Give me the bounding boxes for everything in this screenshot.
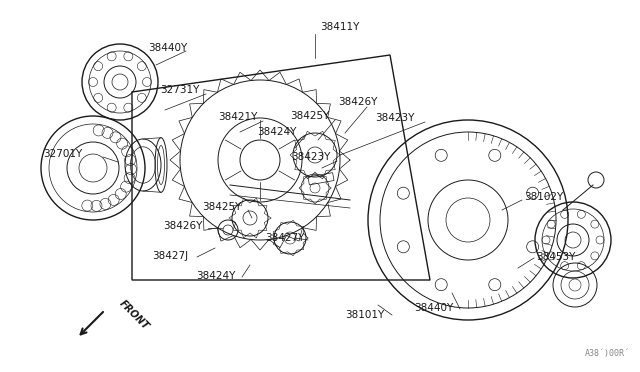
Text: 38424Y: 38424Y	[257, 127, 296, 137]
Text: 38440Y: 38440Y	[414, 303, 453, 313]
Text: 38425Y: 38425Y	[202, 202, 241, 212]
Text: 38421Y: 38421Y	[218, 112, 257, 122]
Text: 38426Y: 38426Y	[163, 221, 202, 231]
Text: 38102Y: 38102Y	[524, 192, 563, 202]
Text: 38424Y: 38424Y	[196, 271, 236, 281]
Text: 38411Y: 38411Y	[320, 22, 360, 32]
Text: 32731Y: 32731Y	[160, 85, 200, 95]
Text: 38440Y: 38440Y	[148, 43, 188, 53]
Text: FRONT: FRONT	[117, 298, 150, 331]
Text: 38453Y: 38453Y	[536, 252, 575, 262]
Text: 32701Y: 32701Y	[43, 149, 83, 159]
Text: A38´)00R´: A38´)00R´	[585, 349, 630, 358]
Text: 38425Y: 38425Y	[290, 111, 330, 121]
Bar	[308, 173, 334, 185]
Text: 38427J: 38427J	[152, 251, 188, 261]
Text: 38423Y: 38423Y	[375, 113, 414, 123]
Text: 38423Y: 38423Y	[291, 152, 330, 162]
Text: 38101Y: 38101Y	[345, 310, 384, 320]
Text: 38427Y: 38427Y	[265, 233, 305, 243]
Text: 38426Y: 38426Y	[338, 97, 378, 107]
